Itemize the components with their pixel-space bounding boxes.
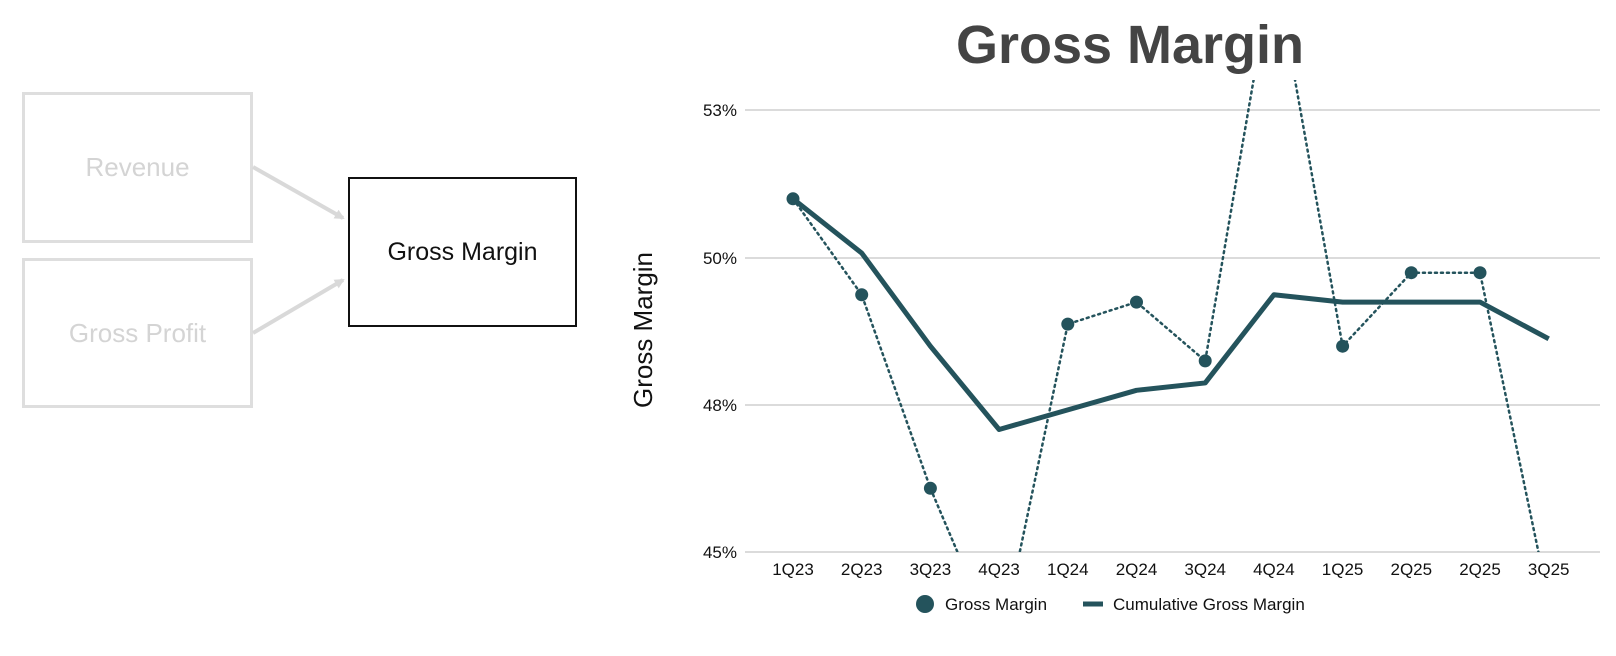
y-axis-label: Gross Margin (628, 252, 658, 408)
gross-margin-box: Gross Margin (348, 177, 577, 327)
series-line-gross-margin (791, 80, 1540, 552)
y-axis-ticks: 45% 48% 50% 53% (703, 101, 737, 562)
flow-arrows (251, 165, 345, 335)
gross-margin-point (855, 288, 869, 302)
x-tick-label: 2Q23 (841, 560, 883, 579)
y-tick-label: 48% (703, 396, 737, 415)
x-tick-label: 2Q25 (1391, 560, 1433, 579)
y-tick-label: 50% (703, 249, 737, 268)
arrow-revenue-to-gross-margin (252, 165, 345, 220)
gross-margin-point (786, 192, 800, 206)
y-tick-label: 53% (703, 101, 737, 120)
gross-margin-point (1404, 266, 1418, 280)
y-tick-label: 45% (703, 543, 737, 562)
x-tick-label: 2Q24 (1116, 560, 1158, 579)
chart-title: Gross Margin (955, 15, 1305, 75)
revenue-box: Revenue (22, 92, 253, 243)
x-tick-label: 4Q23 (978, 560, 1020, 579)
x-tick-label: 1Q23 (772, 560, 814, 579)
gross-margin-point (1473, 266, 1487, 280)
legend-marker-gross-margin (916, 595, 934, 613)
gross-margin-point (1061, 317, 1075, 331)
x-tick-label: 1Q24 (1047, 560, 1089, 579)
arrow-gross-profit-to-gross-margin (251, 278, 345, 335)
gross-margin-point (1198, 354, 1212, 368)
legend-label-cumulative-gross-margin: Cumulative Gross Margin (1113, 595, 1305, 614)
revenue-box-label: Revenue (85, 152, 190, 182)
x-tick-label: 2Q25 (1459, 560, 1501, 579)
x-tick-label: 3Q24 (1184, 560, 1226, 579)
gross-margin-box-label: Gross Margin (387, 237, 538, 266)
x-tick-label: 4Q24 (1253, 560, 1295, 579)
legend-label-gross-margin: Gross Margin (945, 595, 1047, 614)
legend: Gross Margin Cumulative Gross Margin (916, 595, 1305, 614)
gross-profit-box: Gross Profit (22, 258, 253, 408)
gross-margin-point (1336, 339, 1350, 353)
series-line-cumulative-gross-margin (791, 196, 1550, 432)
grid-lines (745, 109, 1600, 553)
series-layer (786, 80, 1550, 552)
x-tick-label: 3Q25 (1528, 560, 1570, 579)
gross-profit-box-label: Gross Profit (68, 317, 207, 348)
gross-margin-point (923, 481, 937, 495)
x-tick-label: 3Q23 (910, 560, 952, 579)
x-axis-ticks: 1Q23 2Q23 3Q23 4Q23 1Q24 2Q24 3Q24 4Q24 1Q25 2Q25… (772, 560, 1569, 579)
x-tick-label: 1Q25 (1322, 560, 1364, 579)
gross-margin-point (1130, 295, 1143, 309)
